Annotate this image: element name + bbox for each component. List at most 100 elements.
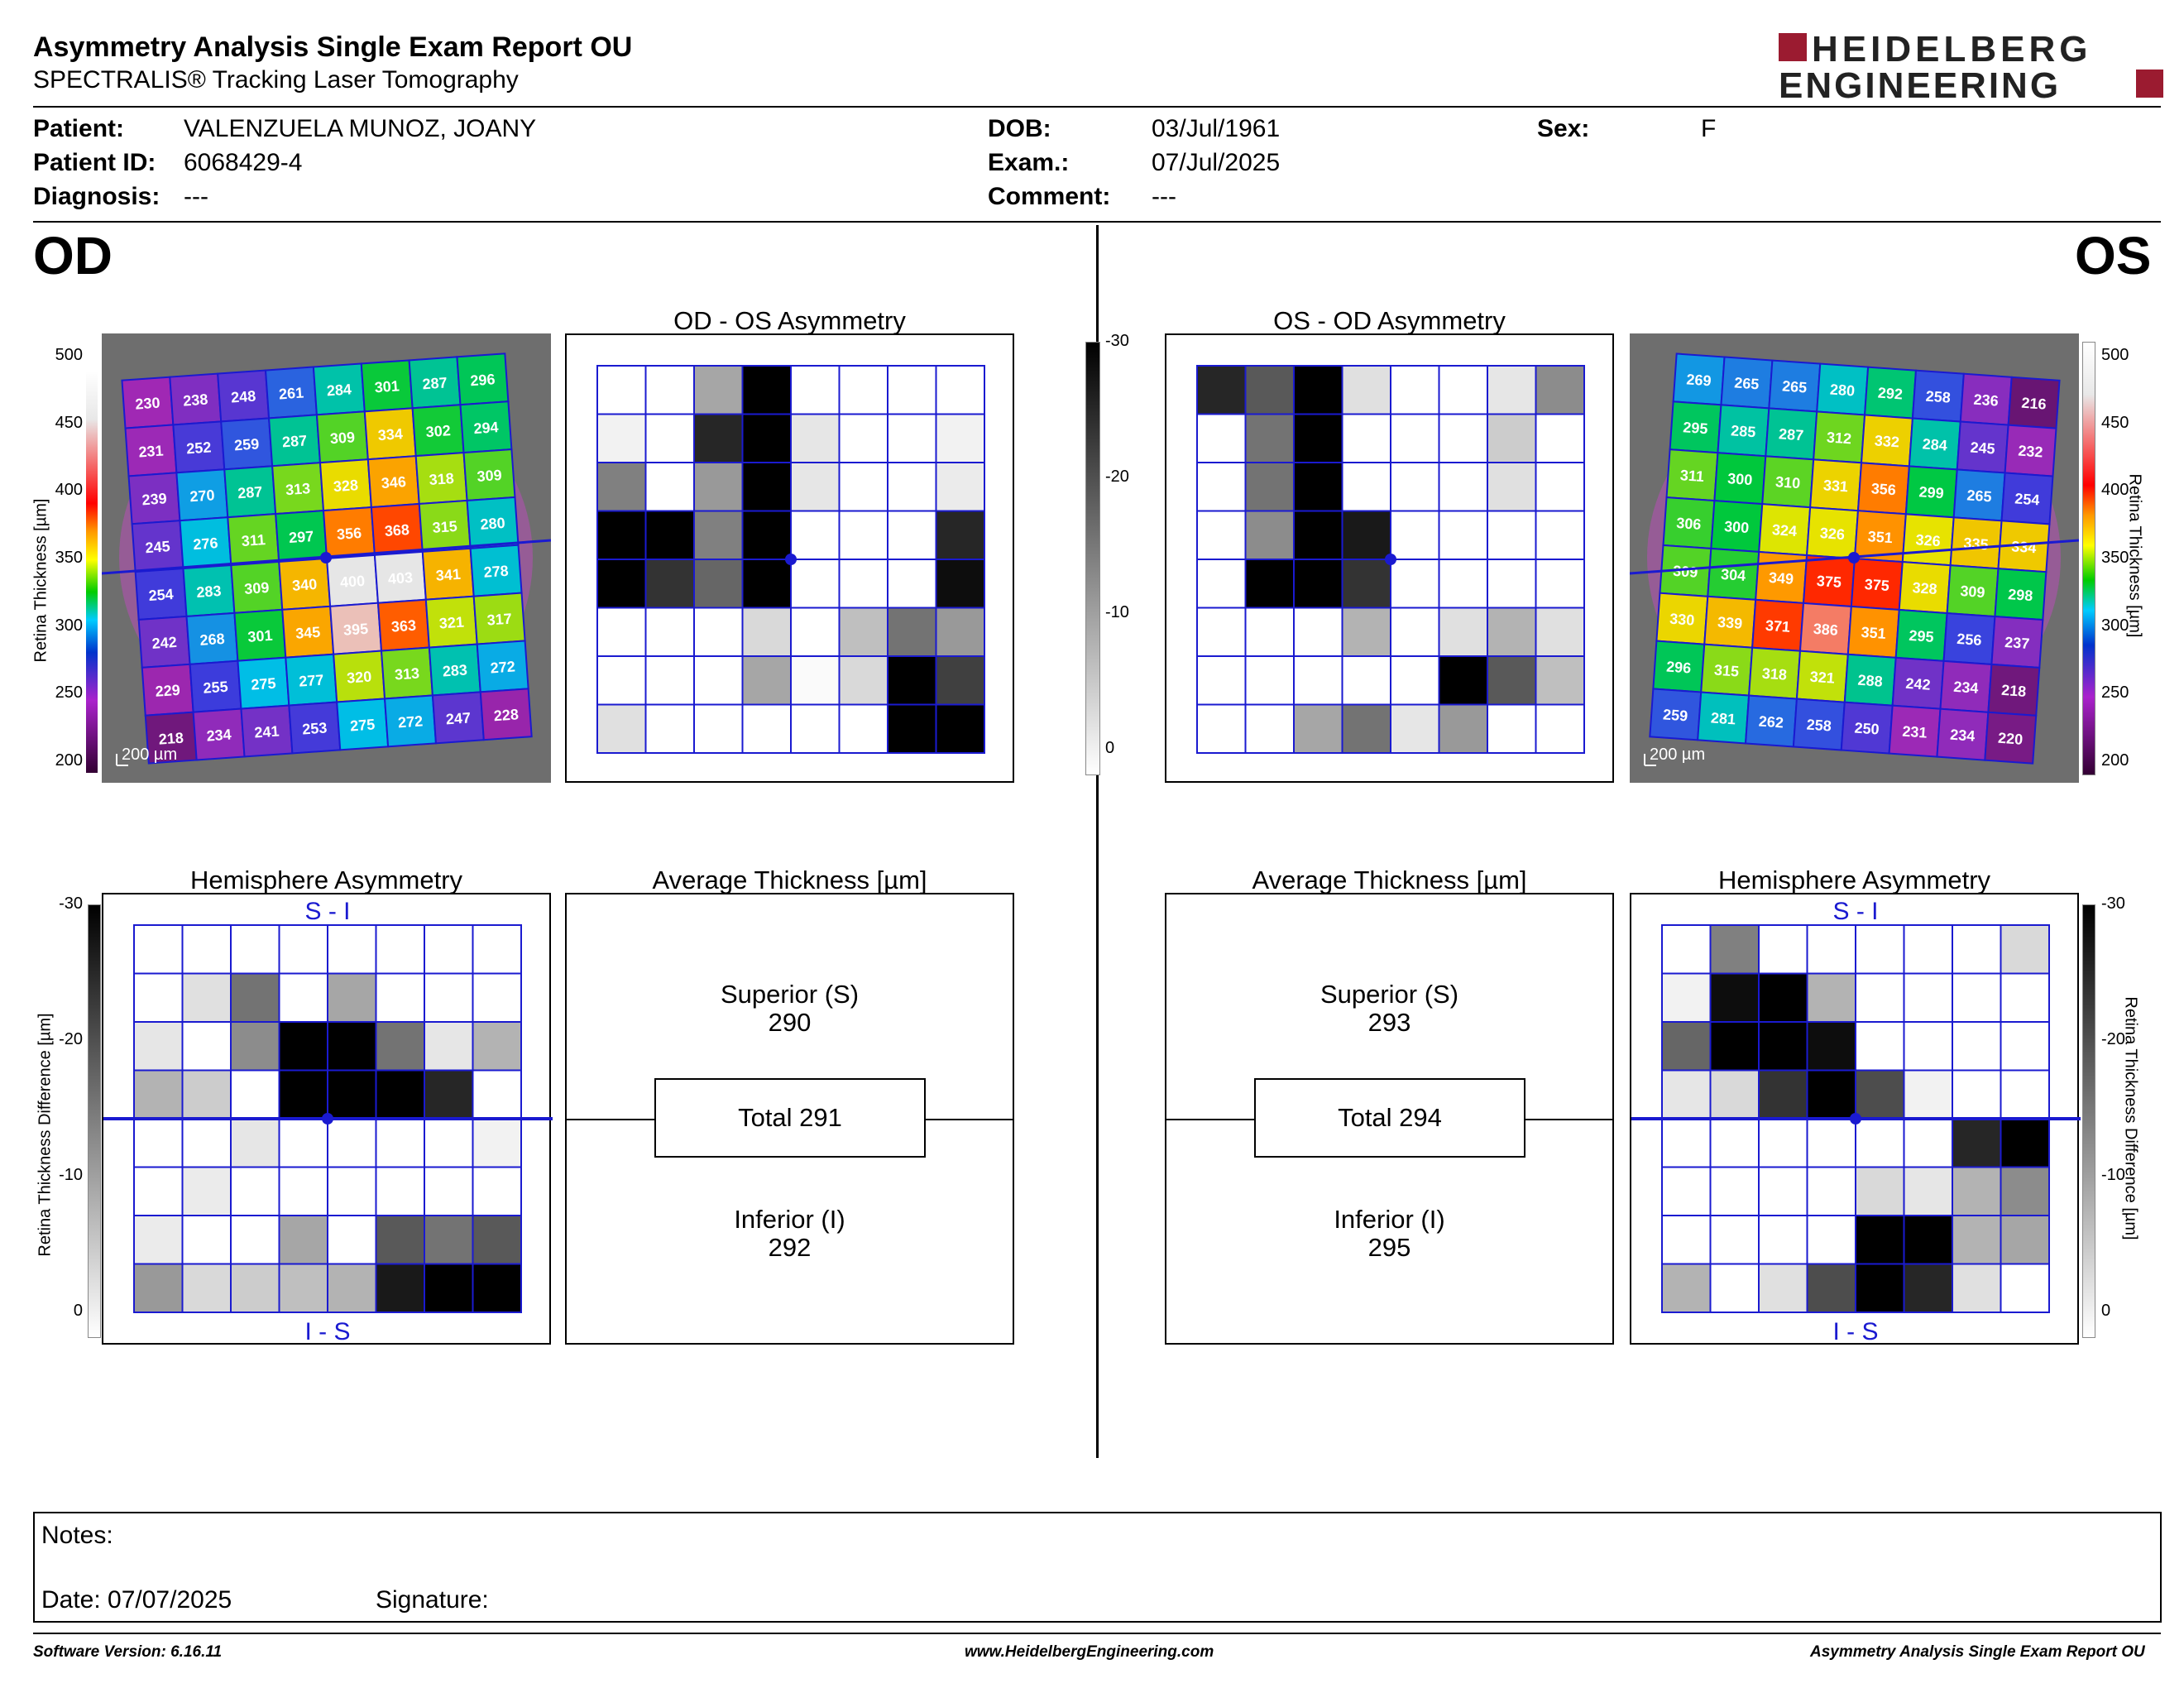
os-thickness-value: 236 xyxy=(1973,391,1999,410)
os-thickness-tick: 400 xyxy=(2101,481,2129,500)
od-asym-cell xyxy=(741,655,792,706)
od-asym-cell xyxy=(887,365,937,415)
od-hemi-cell xyxy=(278,1021,328,1072)
od-hemi-cell xyxy=(230,1021,280,1072)
od-scale-bar-label: 200 µm xyxy=(122,746,178,764)
os-asym-cell xyxy=(1487,510,1537,560)
od-asym-cell xyxy=(790,607,841,657)
od-asym-cell xyxy=(741,510,792,560)
os-hemi-cell xyxy=(1661,1215,1712,1265)
od-thickness-map-svg: 230 238 248 261 284 301 287 296 231 252 259 287 309 3… xyxy=(102,333,551,783)
os-thickness-value: 309 xyxy=(1960,583,1985,601)
od-hemi-panel: S - I I - S xyxy=(102,893,553,1345)
od-asym-cell xyxy=(693,607,744,657)
website-link[interactable]: www.HeidelbergEngineering.com xyxy=(965,1643,1214,1661)
od-total-box: Total 291 xyxy=(654,1078,926,1158)
od-thickness-value: 253 xyxy=(302,719,328,737)
od-thickness-value: 238 xyxy=(183,391,208,410)
os-asym-cell xyxy=(1390,559,1440,609)
report-title: Asymmetry Analysis Single Exam Report OU xyxy=(33,31,633,63)
os-asym-cell xyxy=(1244,655,1295,706)
os-thickness-value: 254 xyxy=(2014,490,2040,508)
od-thickness-value: 259 xyxy=(234,435,260,453)
od-asym-cell xyxy=(838,607,888,657)
od-asym-cell xyxy=(887,413,937,463)
od-thickness-tick: 450 xyxy=(55,413,83,432)
os-thickness-value: 292 xyxy=(1877,385,1903,403)
od-asym-cell xyxy=(596,365,647,415)
os-asym-cell xyxy=(1293,462,1343,512)
os-asym-cell xyxy=(1341,607,1391,657)
od-fundus-map: 230 238 248 261 284 301 287 296 231 252 259 287 309 3… xyxy=(102,333,551,783)
os-thickness-tick: 300 xyxy=(2101,616,2129,635)
sex-label: Sex: xyxy=(1537,115,1590,142)
os-asym-cell xyxy=(1535,413,1585,463)
od-hemi-cell xyxy=(424,1166,474,1216)
center-diff-tick: -20 xyxy=(1105,468,1129,486)
os-thickness-value: 250 xyxy=(1854,720,1880,738)
od-thickness-scale: Retina Thickness [µm] xyxy=(17,348,99,778)
od-thickness-value: 234 xyxy=(206,727,232,745)
od-hemi-cell xyxy=(133,1263,184,1313)
od-asym-title: OD - OS Asymmetry xyxy=(673,306,906,335)
os-thickness-value: 315 xyxy=(1713,662,1739,680)
os-hemi-cell xyxy=(1661,1166,1712,1216)
os-thickness-value: 351 xyxy=(1861,624,1886,642)
footer-report-name: Asymmetry Analysis Single Exam Report OU xyxy=(1810,1643,2145,1661)
od-hemi-ticks: -30 -20 -10 0 xyxy=(33,894,83,1343)
od-thickness-value: 403 xyxy=(387,569,413,587)
od-superior-value: 290 xyxy=(768,1008,812,1037)
od-thickness-value: 231 xyxy=(138,442,164,460)
os-hemi-cell xyxy=(1661,1069,1712,1120)
os-asym-cell xyxy=(1438,655,1488,706)
od-asym-cell xyxy=(644,510,695,560)
os-thickness-value: 310 xyxy=(1774,473,1800,492)
od-thickness-value: 272 xyxy=(490,658,515,676)
od-thickness-value: 311 xyxy=(241,531,266,549)
od-hemi-cell xyxy=(230,1263,280,1313)
od-hemi-cell xyxy=(327,1069,377,1120)
od-asym-cell xyxy=(935,365,985,415)
od-asym-cell xyxy=(838,703,888,754)
od-asym-cell xyxy=(887,559,937,609)
os-asym-cell xyxy=(1293,703,1343,754)
os-thickness-value: 328 xyxy=(1912,579,1937,597)
os-thickness-tick: 450 xyxy=(2101,413,2129,432)
od-hemi-cell xyxy=(375,1263,425,1313)
od-asym-cell xyxy=(596,413,647,463)
od-hemi-cell xyxy=(327,1263,377,1313)
os-hemi-cell xyxy=(1709,1021,1760,1072)
od-thickness-tick: 300 xyxy=(55,616,83,635)
od-asym-cell xyxy=(693,413,744,463)
od-hemi-cell xyxy=(327,972,377,1023)
os-asym-cell xyxy=(1341,413,1391,463)
od-hemi-colorbar xyxy=(88,904,101,1338)
os-thickness-value: 326 xyxy=(1819,525,1845,543)
od-asym-cell xyxy=(935,607,985,657)
os-hemi-cell xyxy=(1952,1069,2002,1120)
os-asym-cell xyxy=(1390,365,1440,415)
od-asym-cell xyxy=(693,703,744,754)
od-thickness-value: 283 xyxy=(196,583,222,601)
od-hemi-cell xyxy=(375,972,425,1023)
od-hemi-top-label: S - I xyxy=(304,898,350,925)
od-hemi-cell xyxy=(278,1118,328,1168)
od-hemi-cell xyxy=(278,1069,328,1120)
os-asym-cell xyxy=(1438,607,1488,657)
od-thickness-value: 283 xyxy=(442,661,467,679)
os-thickness-map-svg: 269 265 265 280 292 258 236 216 295 285 287 312 332 2… xyxy=(1630,333,2079,783)
od-asym-cell xyxy=(741,365,792,415)
center-diff-tick: 0 xyxy=(1105,739,1115,757)
os-hemi-cell xyxy=(1806,924,1856,975)
os-thickness-value: 375 xyxy=(1816,573,1842,591)
od-asym-panel xyxy=(565,333,1014,783)
od-thickness-value: 301 xyxy=(374,377,400,396)
os-hemi-cell xyxy=(1903,1021,1953,1072)
os-asym-cell xyxy=(1438,510,1488,560)
od-asym-cell xyxy=(644,365,695,415)
od-hemi-cell xyxy=(424,972,474,1023)
os-thickness-value: 234 xyxy=(1950,727,1976,745)
od-hemi-cell xyxy=(375,1069,425,1120)
od-thickness-value: 320 xyxy=(346,669,371,687)
os-hemi-cell xyxy=(2000,924,2050,975)
